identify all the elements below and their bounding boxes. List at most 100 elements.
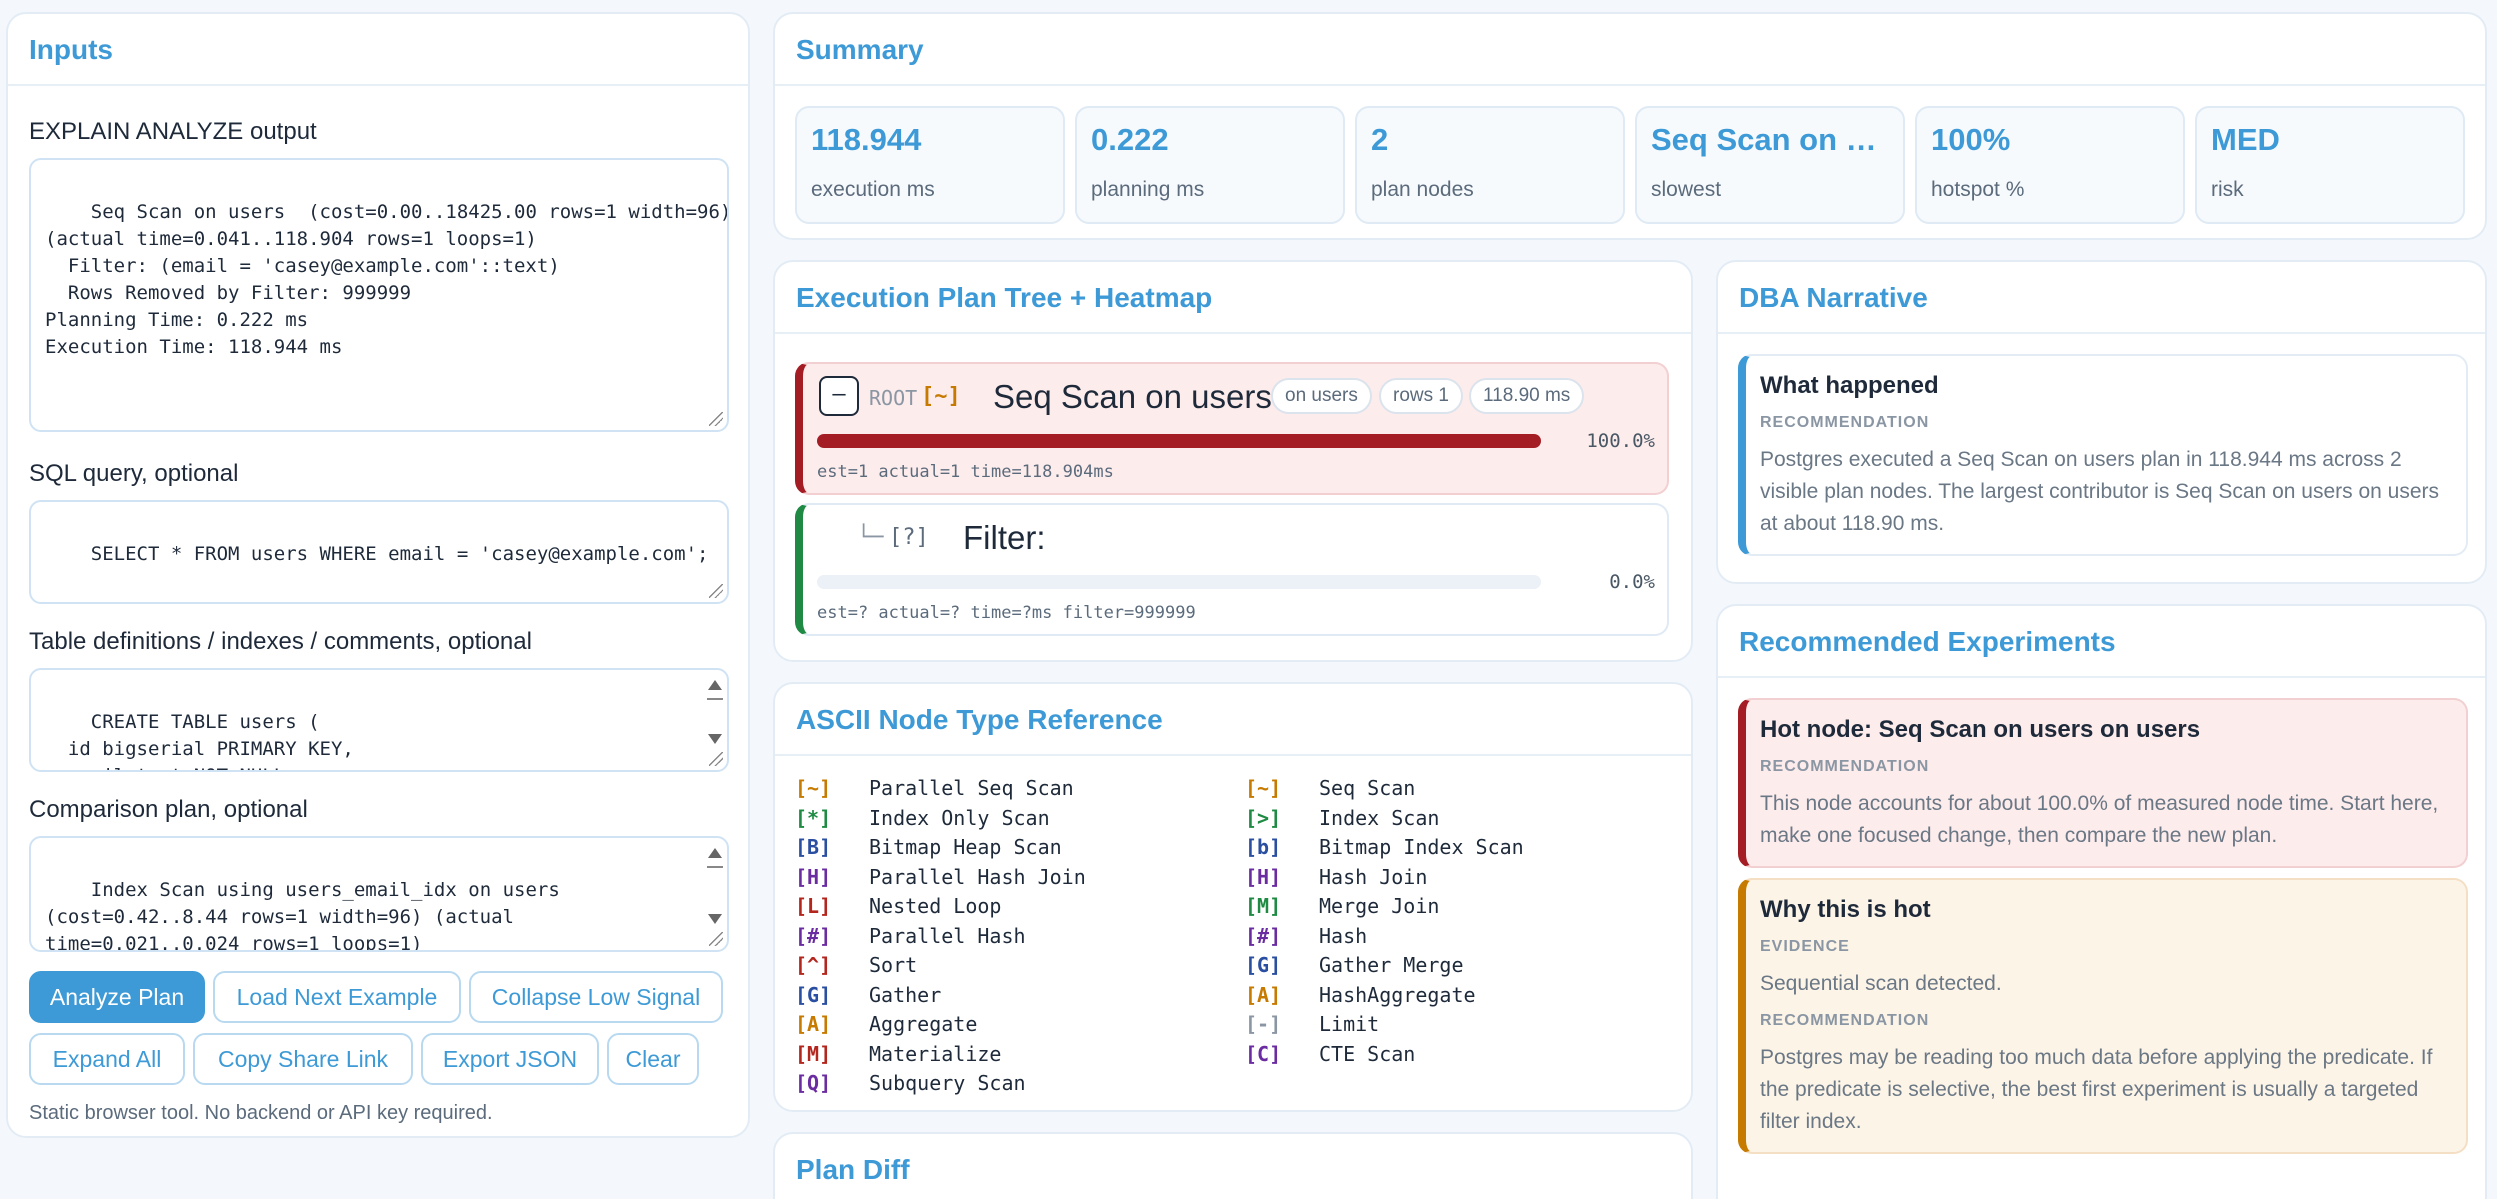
scroll-down-icon[interactable]: [708, 914, 722, 924]
node-type-ref-row: [M] Materialize: [795, 1042, 1001, 1066]
stat-risk: MED risk: [2195, 106, 2465, 224]
recommendation-text: Postgres may be reading too much data be…: [1760, 1046, 2433, 1133]
heat-bar: [817, 434, 1541, 448]
scroll-thumb[interactable]: [707, 698, 723, 712]
node-type-ref-row: [H] Hash Join: [1245, 865, 1427, 889]
export-json-button[interactable]: Export JSON: [421, 1033, 599, 1085]
collapse-toggle-button[interactable]: –: [819, 376, 859, 416]
stat-execution: 118.944 execution ms: [795, 106, 1065, 224]
comparison-textarea[interactable]: Index Scan using users_email_idx on user…: [29, 836, 729, 952]
node-type-name: Index Scan: [1319, 805, 1440, 830]
dba-narrative-title: DBA Narrative: [1718, 262, 2485, 334]
tables-textarea[interactable]: CREATE TABLE users ( id bigserial PRIMAR…: [29, 668, 729, 772]
node-type-ref-row: [H] Parallel Hash Join: [795, 865, 1086, 889]
plan-diff-panel: Plan Diff: [773, 1132, 1693, 1199]
sql-textarea[interactable]: SELECT * FROM users WHERE email = 'casey…: [29, 500, 729, 604]
node-type-name: Nested Loop: [869, 894, 1002, 918]
unknown-type-icon: [?]: [889, 525, 929, 550]
scroll-down-icon[interactable]: [708, 734, 722, 744]
branch-connector: └─: [857, 525, 884, 550]
explain-label: EXPLAIN ANALYZE output: [29, 118, 317, 145]
plan-tree-title: Execution Plan Tree + Heatmap: [775, 262, 1691, 334]
node-type-icon: [>]: [1245, 805, 1282, 830]
why-hot-card: Why this is hot EVIDENCE Sequential scan…: [1738, 878, 2468, 1154]
explain-textarea[interactable]: Seq Scan on users (cost=0.00..18425.00 r…: [29, 158, 729, 432]
stat-hotspot: 100% hotspot %: [1915, 106, 2185, 224]
node-type-name: Bitmap Heap Scan: [869, 835, 1062, 859]
node-type-ref-row: [b] Bitmap Index Scan: [1245, 835, 1524, 859]
node-type-name: Merge Join: [1319, 894, 1440, 918]
node-type-icon: [B]: [795, 835, 832, 859]
card-text: This node accounts for about 100.0% of m…: [1760, 792, 2439, 847]
collapse-low-signal-button[interactable]: Collapse Low Signal: [469, 971, 723, 1023]
experiments-title: Recommended Experiments: [1718, 606, 2485, 678]
seq-scan-type-icon: [~]: [921, 384, 961, 409]
scroll-up-icon[interactable]: [708, 848, 722, 858]
node-type-name: Parallel Hash: [869, 923, 1026, 948]
node-type-name: Parallel Seq Scan: [869, 776, 1074, 800]
node-type-ref-row: [A] HashAggregate: [1245, 983, 1476, 1007]
comparison-label: Comparison plan, optional: [29, 796, 308, 823]
node-type-name: Sort: [869, 953, 918, 977]
node-type-ref-row: [>] Index Scan: [1245, 806, 1439, 830]
stat-value: 118.944: [811, 122, 922, 157]
stat-value: 2: [1371, 122, 1389, 157]
comparison-scrollbar[interactable]: [703, 840, 725, 930]
heat-bar-fill: [817, 434, 1541, 448]
node-type-name: Gather: [869, 982, 942, 1007]
analyze-plan-button[interactable]: Analyze Plan: [29, 971, 205, 1023]
node-meta: est=? actual=? time=?ms filter=999999: [817, 603, 1196, 623]
plan-node-filter[interactable]: └─ [?] Filter: 0.0% est=? actual=? time=…: [795, 503, 1669, 636]
node-type-ref-row: [^] Sort: [795, 953, 917, 977]
card-title: Why this is hot: [1760, 896, 1931, 923]
stat-value: MED: [2211, 122, 2280, 157]
node-type-icon: [~]: [1245, 776, 1282, 800]
narrative-card: What happened RECOMMENDATION Postgres ex…: [1738, 354, 2468, 556]
experiments-panel: Recommended Experiments Hot node: Seq Sc…: [1716, 604, 2487, 1199]
resize-grip-icon[interactable]: [709, 752, 723, 766]
node-type-ref-row: [M] Merge Join: [1245, 894, 1439, 918]
scroll-thumb[interactable]: [707, 866, 723, 880]
time-chip: 118.90 ms: [1469, 378, 1585, 414]
recommendation-tag: RECOMMENDATION: [1760, 1012, 1930, 1029]
node-type-icon: [*]: [795, 805, 832, 830]
plan-diff-title: Plan Diff: [796, 1154, 910, 1185]
heat-pct: 0.0%: [1609, 571, 1655, 593]
stat-slowest: Seq Scan on users slowest: [1635, 106, 1905, 224]
node-type-ref-row: [~] Parallel Seq Scan: [795, 776, 1074, 800]
ascii-reference-title: ASCII Node Type Reference: [775, 684, 1691, 756]
node-type-icon: [M]: [1245, 894, 1282, 918]
stat-label: planning ms: [1091, 178, 1205, 201]
expand-all-button[interactable]: Expand All: [29, 1033, 185, 1085]
sql-label: SQL query, optional: [29, 460, 239, 487]
clear-button[interactable]: Clear: [607, 1033, 699, 1085]
plan-node-root[interactable]: – ROOT [~] Seq Scan on users on users ro…: [795, 362, 1669, 495]
load-next-example-button[interactable]: Load Next Example: [213, 971, 461, 1023]
copy-share-link-button[interactable]: Copy Share Link: [193, 1033, 413, 1085]
node-type-name: HashAggregate: [1319, 982, 1476, 1007]
card-tag: RECOMMENDATION: [1760, 414, 1930, 431]
stat-label: hotspot %: [1931, 178, 2025, 201]
evidence-tag: EVIDENCE: [1760, 938, 1850, 955]
stat-label: execution ms: [811, 178, 935, 201]
hot-node-card: Hot node: Seq Scan on users on users REC…: [1738, 698, 2468, 868]
node-type-ref-row: [~] Seq Scan: [1245, 776, 1415, 800]
node-type-icon: [A]: [795, 1012, 832, 1036]
sql-text: SELECT * FROM users WHERE email = 'casey…: [90, 543, 709, 565]
node-type-ref-row: [#] Hash: [1245, 924, 1367, 948]
resize-grip-icon[interactable]: [709, 584, 723, 598]
evidence-text: Sequential scan detected.: [1760, 972, 2002, 995]
node-type-name: Materialize: [869, 1041, 1002, 1066]
card-title: Hot node: Seq Scan on users on users: [1760, 716, 2201, 743]
stat-value: Seq Scan on users: [1651, 122, 1893, 157]
tables-scrollbar[interactable]: [703, 672, 725, 750]
node-type-name: Gather Merge: [1319, 953, 1464, 977]
node-type-name: Hash: [1319, 923, 1368, 948]
resize-grip-icon[interactable]: [709, 932, 723, 946]
node-type-name: Seq Scan: [1319, 776, 1416, 800]
node-type-name: Limit: [1319, 1012, 1380, 1036]
resize-grip-icon[interactable]: [709, 412, 723, 426]
node-type-name: Aggregate: [869, 1012, 978, 1036]
node-name: Filter:: [963, 519, 1046, 556]
scroll-up-icon[interactable]: [708, 680, 722, 690]
